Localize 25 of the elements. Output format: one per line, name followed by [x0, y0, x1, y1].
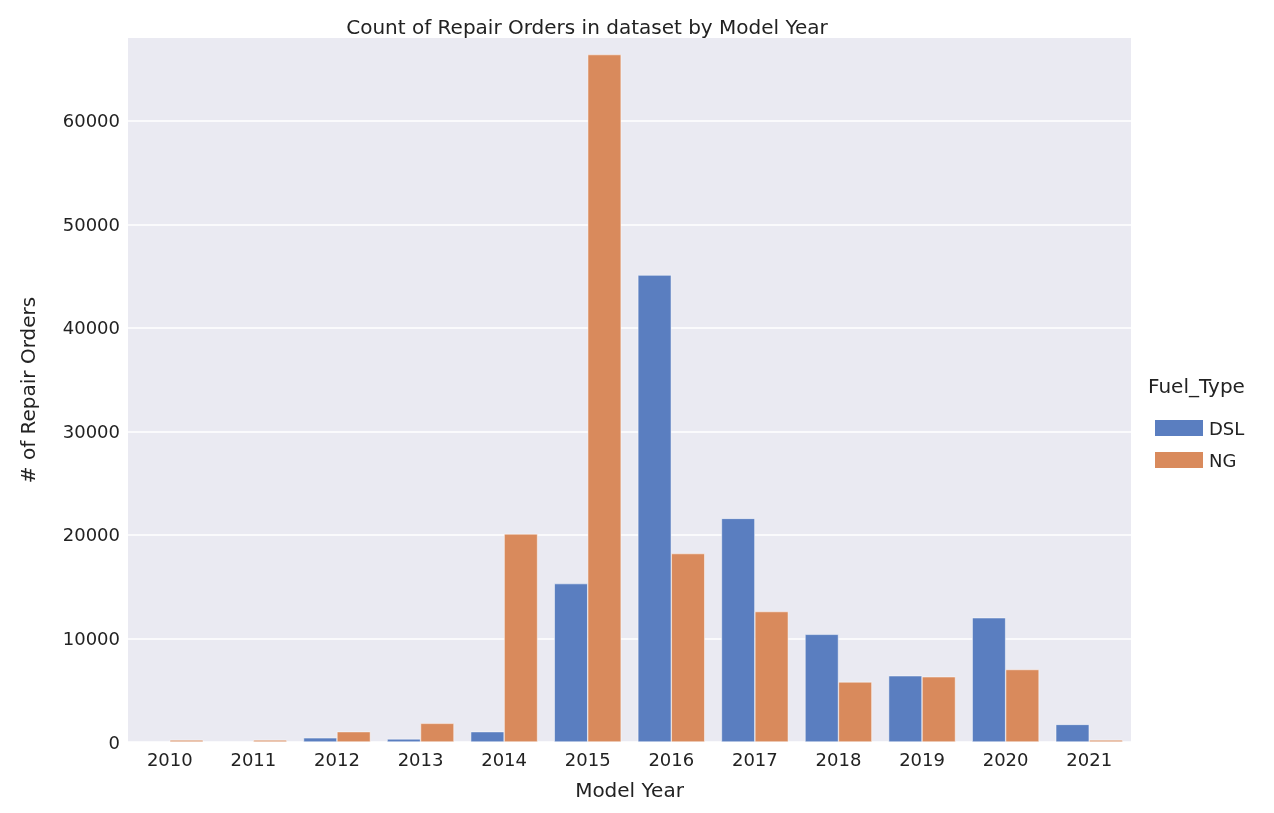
- y-tick-label: 50000: [62, 213, 120, 235]
- x-tick-label: 2018: [815, 748, 862, 770]
- x-tick-label: 2012: [314, 748, 360, 770]
- x-tick-label: 2013: [397, 748, 444, 770]
- x-tick-label: 2021: [1066, 748, 1113, 770]
- x-tick-label: 2010: [146, 748, 193, 770]
- x-tick-label: 2017: [731, 748, 778, 770]
- x-tick-label: 2020: [982, 748, 1029, 770]
- x-tick-label: 2011: [230, 748, 277, 770]
- y-tick-label: 60000: [62, 110, 120, 132]
- x-tick-label: 2016: [648, 748, 695, 770]
- chart-title: Count of Repair Orders in dataset by Model Year: [346, 15, 829, 39]
- y-tick-label: 40000: [62, 317, 120, 339]
- y-tick-label: 0: [108, 731, 120, 753]
- x-tick-label: 2015: [564, 748, 611, 770]
- legend-label: DSL: [1209, 417, 1245, 439]
- x-axis-title: Model Year: [575, 778, 685, 802]
- y-tick-label: 20000: [62, 524, 120, 546]
- x-tick-label: 2019: [899, 748, 945, 770]
- legend-label: NG: [1209, 449, 1237, 471]
- x-tick-label: 2014: [481, 748, 528, 770]
- legend-title: Fuel_Type: [1148, 374, 1245, 398]
- y-tick-label: 10000: [62, 627, 120, 649]
- y-tick-label: 30000: [62, 420, 120, 442]
- y-axis-title: # of Repair Orders: [16, 296, 40, 484]
